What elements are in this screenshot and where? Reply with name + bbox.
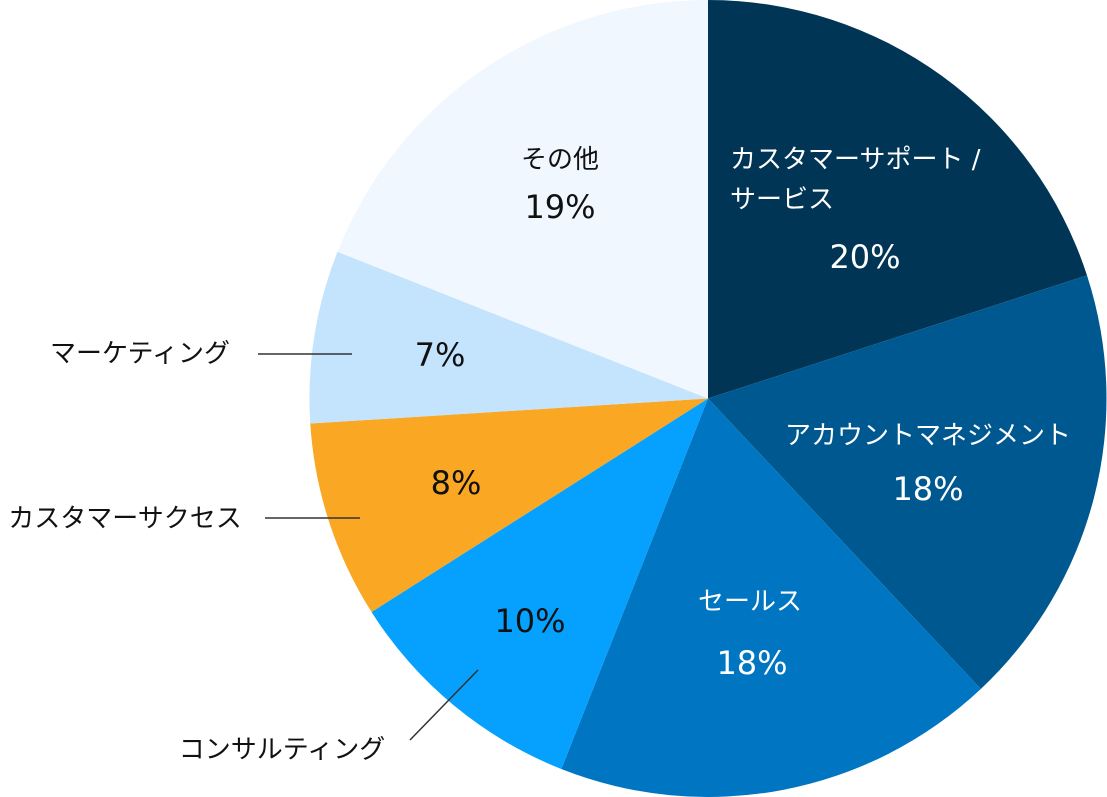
pie-slice — [708, 275, 1107, 689]
slice-category-label: コンサルティング — [179, 735, 385, 765]
slice-category-label: アカウントマネジメント — [785, 421, 1071, 451]
pie-slice — [310, 398, 708, 613]
pie-slices — [309, 0, 1107, 797]
leader-line — [409, 669, 479, 741]
slice-value-label: 7% — [415, 336, 466, 374]
slice-category-label: セールス — [698, 587, 802, 617]
slice-value-label: 18% — [892, 470, 963, 508]
slice-value-label: 20% — [829, 238, 900, 276]
pie-slice — [371, 398, 708, 770]
slice-category-label: カスタマーサポート / — [730, 145, 981, 175]
slice-category-label: マーケティング — [50, 339, 230, 369]
slice-value-label: 18% — [716, 644, 787, 682]
slice-category-label: その他 — [521, 145, 599, 175]
slice-value-label: 8% — [431, 464, 482, 502]
pie-slice — [309, 251, 708, 424]
slice-category-label: カスタマーサクセス — [8, 504, 241, 534]
slice-value-label: 10% — [494, 602, 565, 640]
slice-value-label: 19% — [524, 188, 595, 226]
pie-slice — [561, 398, 981, 797]
pie-slice — [337, 0, 708, 399]
pie-labels: カスタマーサポート / サービス 20% アカウントマネジメント 18% セールス 18% コ… — [8, 145, 1071, 765]
pie-slice — [708, 0, 1087, 399]
slice-category-label: サービス — [730, 185, 834, 215]
